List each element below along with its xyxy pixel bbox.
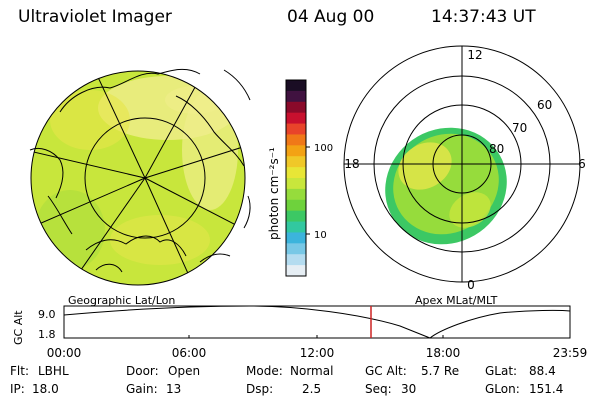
colorbar-cell xyxy=(286,112,306,125)
color-bar: 100 10 photon cm⁻²s⁻¹ xyxy=(267,79,333,277)
colorbar-cell xyxy=(286,80,306,92)
altitude-timeline: GC Alt 9.0 1.8 00:00 06:00 12:00 18:00 2… xyxy=(12,305,588,360)
geographic-image xyxy=(29,68,251,285)
image-date: 04 Aug 00 xyxy=(287,7,375,27)
timeline-y-label: GC Alt xyxy=(12,310,25,345)
magnetic-grid xyxy=(343,45,581,283)
mlt-label-0: 0 xyxy=(467,278,475,292)
info-glat-val: 88.4 xyxy=(529,364,556,378)
info-glat-key: GLat: xyxy=(485,364,518,378)
colorbar-cell xyxy=(286,265,306,277)
colorbar-unit-label: photon cm⁻²s⁻¹ xyxy=(267,147,281,240)
timeline-x-tick-1800: 18:00 xyxy=(426,346,461,360)
info-glon-val: 151.4 xyxy=(529,382,564,396)
colorbar-cell xyxy=(286,243,306,255)
image-time: 14:37:43 UT xyxy=(431,7,536,27)
colorbar-cell xyxy=(286,90,306,103)
info-gain-key: Gain: xyxy=(126,382,158,396)
info-door-val: Open xyxy=(168,364,201,378)
info-gcalt-val: 5.7 Re xyxy=(421,364,460,378)
magnetic-image xyxy=(385,127,507,245)
instrument-title: Ultraviolet Imager xyxy=(18,7,172,27)
colorbar-cell xyxy=(286,221,306,233)
coastlines xyxy=(29,68,251,273)
colorbar-cell xyxy=(286,134,306,146)
timeline-y-tick-9: 9.0 xyxy=(38,308,56,321)
mlt-label-18: 18 xyxy=(344,157,359,171)
colorbar-cell xyxy=(286,101,306,114)
info-gain-val: 13 xyxy=(166,382,182,396)
colorbar-cell xyxy=(286,178,306,190)
info-flt-val: LBHL xyxy=(38,364,69,378)
info-dsp-val: 2.5 xyxy=(302,382,322,396)
colorbar-cell xyxy=(286,210,306,223)
timeline-y-tick-1.8: 1.8 xyxy=(38,328,56,341)
magnetic-panel-label: Apex MLat/MLT xyxy=(415,294,498,307)
mlat-label-70: 70 xyxy=(512,121,527,135)
colorbar-cell xyxy=(286,167,306,179)
info-door-key: Door: xyxy=(126,364,159,378)
info-seq-val: 30 xyxy=(401,382,417,396)
info-flt-key: Flt: xyxy=(10,364,29,378)
colorbar-cell xyxy=(286,145,306,157)
auroral-bright-spot xyxy=(398,142,452,190)
colorbar-tick-10: 10 xyxy=(314,230,327,241)
mlat-label-60: 60 xyxy=(537,98,552,112)
mlt-label-6: 6 xyxy=(578,157,586,171)
geographic-panel-label: Geographic Lat/Lon xyxy=(68,294,175,307)
info-ip-key: IP: xyxy=(10,382,25,396)
timeline-x-tick-1200: 12:00 xyxy=(300,346,335,360)
timeline-x-tick-0000: 00:00 xyxy=(47,346,82,360)
mlt-label-12: 12 xyxy=(467,48,482,62)
info-glon-key: GLon: xyxy=(485,382,520,396)
colorbar-cell xyxy=(286,199,306,212)
colorbar-cell xyxy=(286,254,306,266)
info-seq-key: Seq: xyxy=(365,382,392,396)
colorbar-cell xyxy=(286,232,306,244)
colorbar-cell xyxy=(286,156,306,168)
info-mode-val: Normal xyxy=(290,364,334,378)
timeline-x-tick-0600: 06:00 xyxy=(172,346,207,360)
info-gcalt-key: GC Alt: xyxy=(365,364,407,378)
info-ip-val: 18.0 xyxy=(32,382,59,396)
gc-altitude-curve xyxy=(63,305,571,339)
auroral-patch xyxy=(449,192,491,228)
info-dsp-key: Dsp: xyxy=(246,382,274,396)
colorbar-tick-100: 100 xyxy=(314,143,333,154)
auroral-oval-inner xyxy=(393,133,499,235)
timeline-x-tick-2359: 23:59 xyxy=(553,346,588,360)
colorbar-cell xyxy=(286,123,306,135)
colorbar-cell xyxy=(286,188,306,201)
mlat-label-80: 80 xyxy=(489,142,504,156)
info-mode-key: Mode: xyxy=(246,364,283,378)
